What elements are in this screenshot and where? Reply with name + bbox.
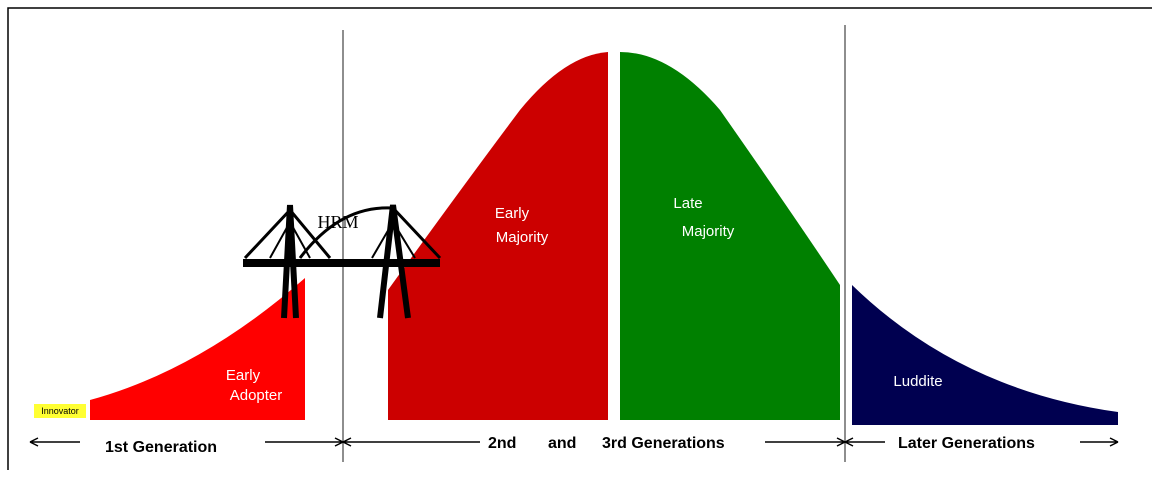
innovator-label: Innovator [41,406,79,416]
generation-label: 3rd Generations [602,435,725,452]
generation-label: Later Generations [898,435,1035,452]
luddite-label: Luddite [893,373,942,390]
generation-label: 2nd [488,435,516,452]
generation-label: 1st Generation [105,439,217,456]
page: {"diagram": { "innovator": "Innovator", … [0,0,1160,478]
luddite-area [852,285,1118,425]
generation-label: and [548,435,576,452]
diagram: Innovator EarlyAdopter EarlyMajority Lat… [0,0,1160,478]
bridge-label: HRM [317,212,358,232]
